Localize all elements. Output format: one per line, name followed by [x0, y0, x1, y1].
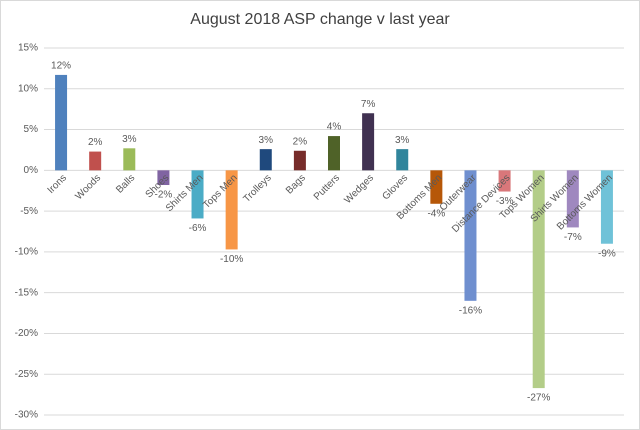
- data-label: -10%: [220, 254, 243, 265]
- data-label: 12%: [51, 61, 71, 72]
- y-tick-label: 0%: [24, 165, 39, 176]
- bar: [430, 170, 443, 204]
- bar: [225, 170, 238, 250]
- y-tick-label: -20%: [15, 328, 38, 339]
- bar: [498, 170, 511, 192]
- bar: [464, 170, 477, 301]
- bar: [328, 136, 340, 171]
- data-label: -2%: [155, 190, 173, 201]
- y-tick-label: 15%: [18, 43, 38, 54]
- data-label: 2%: [88, 137, 103, 148]
- bar: [157, 170, 170, 186]
- bar: [566, 170, 579, 228]
- bar: [191, 170, 204, 219]
- data-label: 3%: [122, 134, 137, 145]
- y-tick-label: -10%: [15, 247, 38, 258]
- bar: [532, 170, 545, 389]
- data-label: -9%: [598, 248, 616, 259]
- data-label: 3%: [259, 135, 274, 146]
- data-label: -27%: [527, 393, 550, 404]
- y-tick-label: 10%: [18, 83, 38, 94]
- chart-title: August 2018 ASP change v last year: [190, 11, 450, 28]
- data-label: -16%: [459, 305, 482, 316]
- y-tick-label: -5%: [20, 206, 38, 217]
- bar: [396, 149, 409, 171]
- bar: [123, 148, 136, 171]
- bar: [293, 150, 306, 171]
- bar: [362, 113, 375, 171]
- y-tick-label: 5%: [24, 124, 39, 135]
- data-label: -6%: [189, 223, 207, 234]
- data-label: -7%: [564, 232, 582, 243]
- data-label: -3%: [496, 196, 514, 207]
- data-label: 2%: [293, 136, 308, 147]
- bar: [600, 170, 613, 244]
- bar: [89, 151, 102, 171]
- y-tick-label: -15%: [15, 287, 38, 298]
- data-label: 4%: [327, 122, 342, 133]
- data-label: 7%: [361, 99, 376, 110]
- y-tick-label: -30%: [15, 410, 38, 421]
- data-label: -4%: [427, 208, 445, 219]
- bar: [55, 74, 68, 171]
- bar: [259, 149, 272, 171]
- y-tick-label: -25%: [15, 369, 38, 380]
- data-label: 3%: [395, 135, 410, 146]
